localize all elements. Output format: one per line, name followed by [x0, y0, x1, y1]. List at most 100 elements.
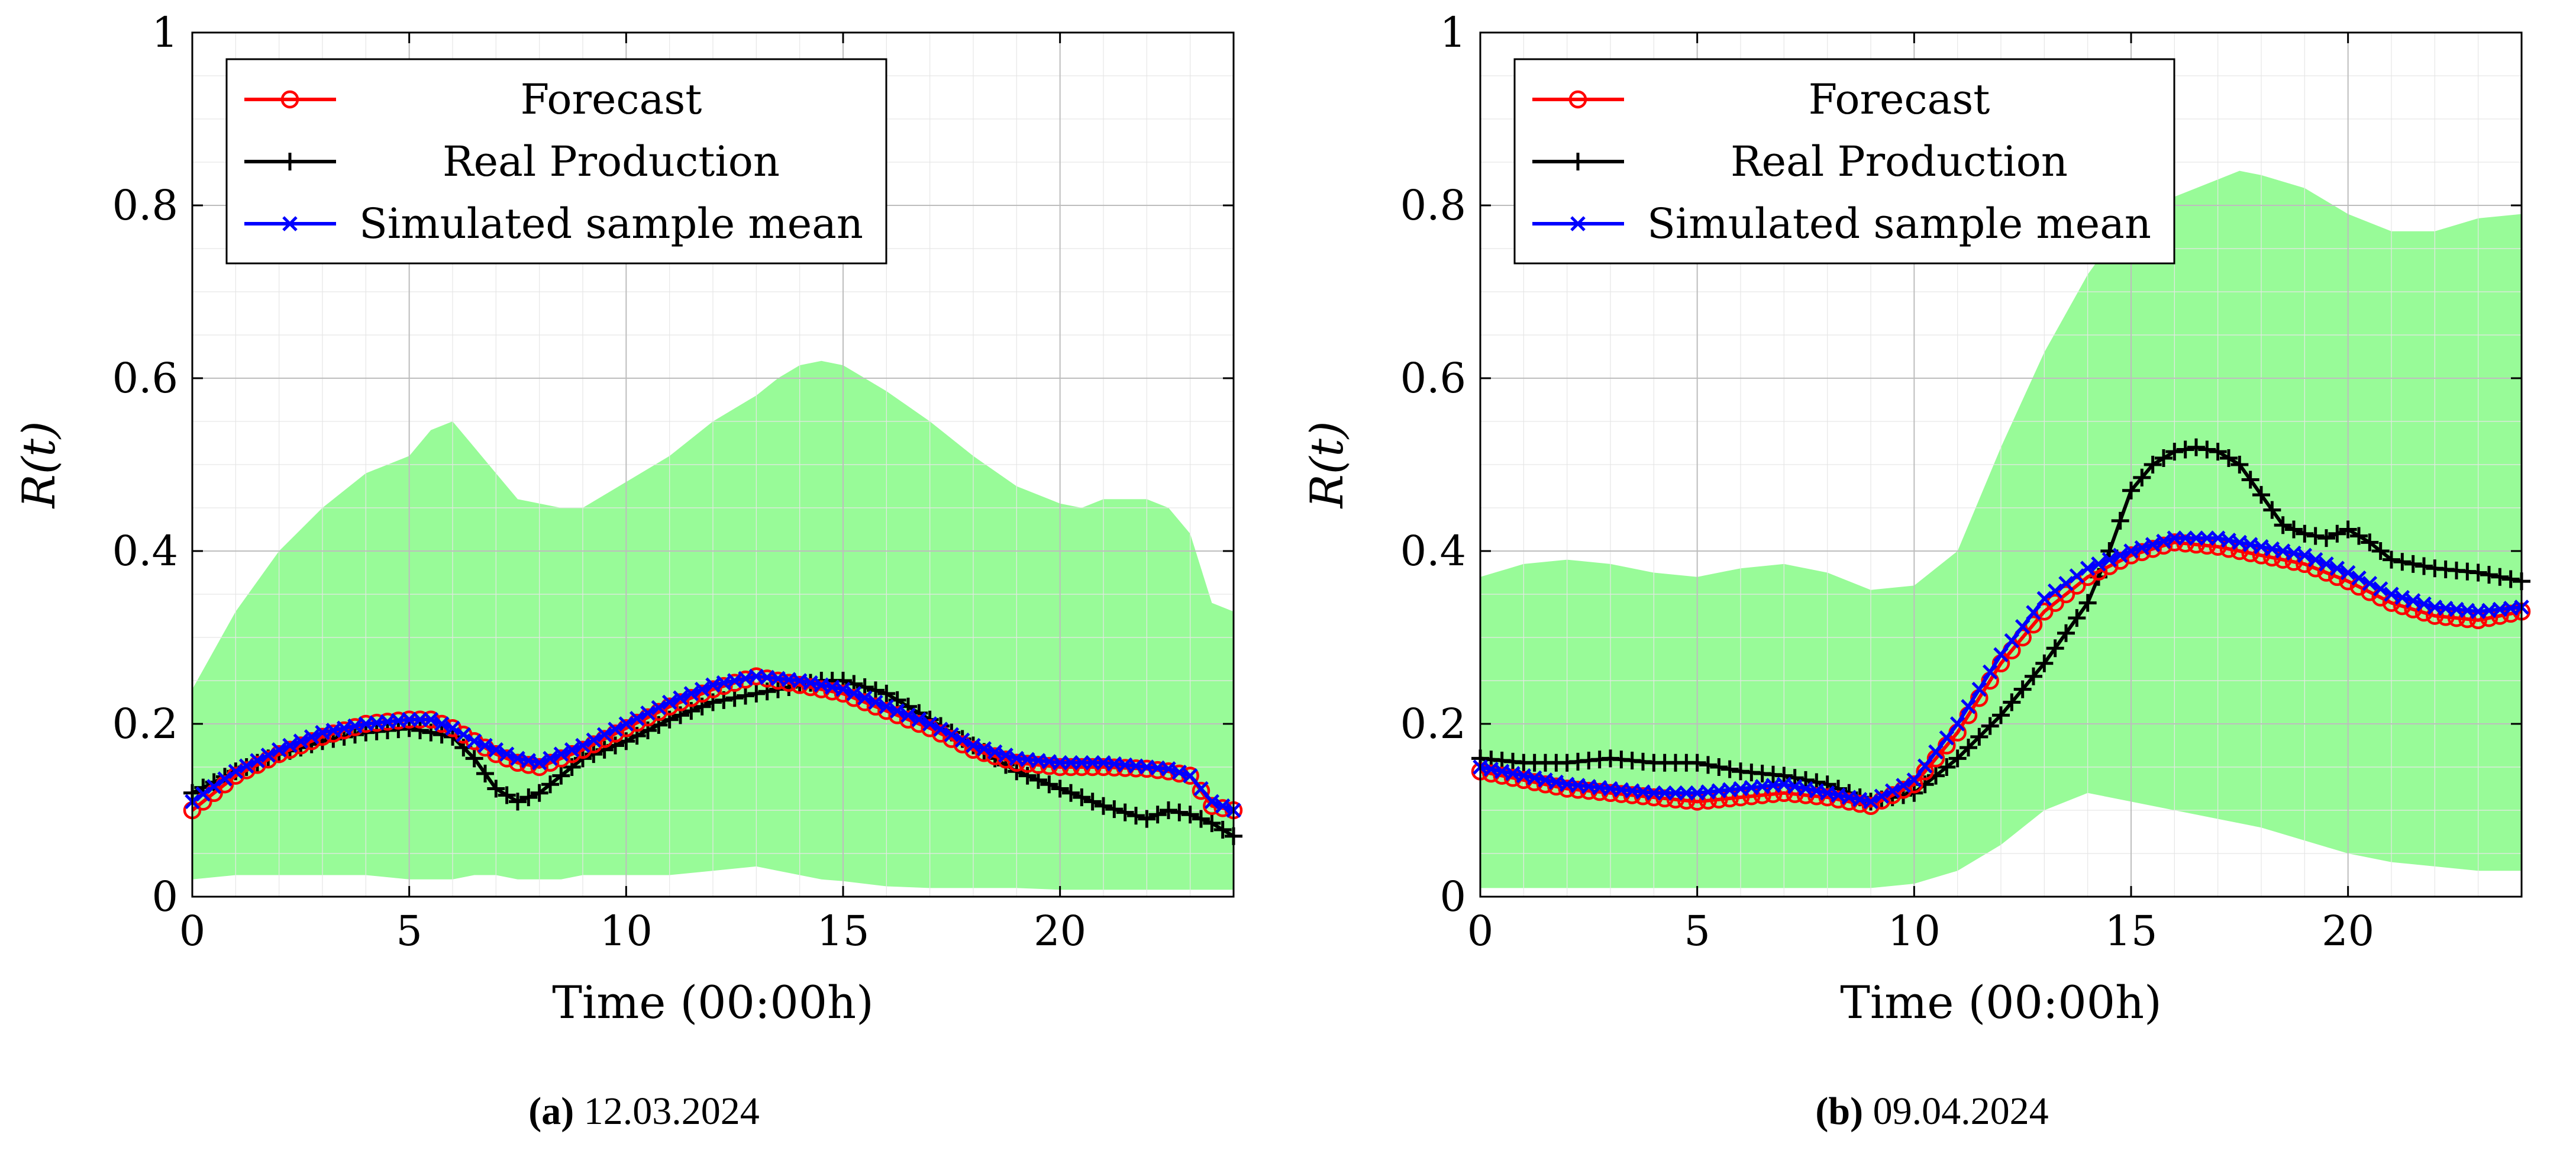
point-mean: [2102, 552, 2117, 568]
point-mean: [466, 733, 482, 749]
point-mean: [543, 750, 558, 766]
point-real: [1029, 771, 1047, 789]
x-tick-label: 15: [816, 907, 869, 955]
point-real: [2046, 639, 2064, 658]
y-tick-label: 0.4: [1400, 527, 1466, 575]
point-real: [1062, 784, 1080, 802]
y-tick-label: 0: [1439, 872, 1466, 921]
y-axis-label: R(t): [1300, 421, 1353, 509]
point-mean: [1993, 647, 2009, 662]
point-real: [2003, 693, 2021, 711]
point-real: [725, 689, 744, 707]
point-mean: [998, 748, 1013, 763]
point-mean: [1171, 764, 1187, 780]
point-real: [2339, 520, 2357, 539]
point-real: [519, 788, 538, 807]
point-mean: [889, 703, 905, 719]
point-mean: [2134, 540, 2150, 556]
point-mean: [260, 748, 276, 763]
point-real: [2361, 533, 2379, 552]
point-real: [2198, 440, 2216, 459]
point-mean: [575, 737, 590, 753]
legend-marker-forecast: [280, 90, 299, 109]
point-real: [2165, 443, 2184, 461]
point-mean: [412, 711, 428, 727]
point-mean: [1084, 755, 1100, 771]
point-real: [487, 779, 505, 798]
point-real: [2274, 516, 2292, 534]
legend-label-real: Real Production: [1731, 137, 2068, 186]
point-mean: [1052, 755, 1068, 771]
point-mean: [217, 771, 233, 787]
y-tick-label: 0.8: [1400, 181, 1466, 230]
point-mean: [835, 681, 851, 697]
point-real: [465, 749, 483, 768]
legend-marker-mean: [1570, 216, 1586, 231]
point-real: [2252, 486, 2270, 504]
chart-b: 0 5 10 15 20 0 0.2 0.4 0.6 0.8 1 Time (00:00h) R(t) F…: [1300, 8, 2531, 1029]
point-real: [1688, 753, 1706, 772]
point-mean: [2351, 570, 2367, 586]
point-mean: [1906, 772, 1922, 788]
point-mean: [2091, 556, 2106, 572]
point-mean: [2026, 605, 2041, 620]
point-mean: [2319, 556, 2334, 572]
point-mean: [1874, 788, 1890, 804]
point-real: [2328, 524, 2346, 543]
y-axis-label: R(t): [12, 421, 65, 509]
point-real: [552, 766, 570, 785]
point-mean: [2384, 587, 2399, 602]
point-real: [509, 793, 527, 811]
point-mean: [2058, 575, 2074, 591]
axis-ticks: [1479, 31, 2522, 898]
point-real: [1192, 810, 1210, 828]
point-mean: [499, 746, 515, 762]
point-mean: [531, 755, 547, 771]
point-real: [2296, 524, 2314, 543]
point-real: [2350, 527, 2368, 545]
point-real: [1938, 758, 1956, 776]
point-mean: [2177, 530, 2193, 546]
point-mean: [1161, 761, 1176, 777]
x-axis-label: Time (00:00h): [1840, 976, 2161, 1029]
point-mean: [2167, 530, 2183, 546]
point-mean: [1884, 783, 1900, 798]
point-mean: [238, 758, 254, 774]
x-tick-label: 10: [1888, 907, 1941, 955]
point-mean: [900, 707, 916, 723]
point-mean: [618, 716, 634, 732]
legend: Forecast Real Production Simulated sample …: [1513, 58, 2175, 265]
point-mean: [2307, 552, 2323, 568]
point-real: [2230, 456, 2249, 473]
legend-label-mean: Simulated sample mean: [1647, 199, 2151, 248]
point-mean: [2362, 575, 2378, 591]
y-tick-label: 0.2: [112, 700, 178, 748]
point-real: [2306, 527, 2325, 545]
point-real: [411, 721, 429, 739]
series-line-forecast: [1480, 540, 2522, 808]
series-mean: [1473, 530, 2529, 810]
caption-a-label: (a): [528, 1090, 574, 1133]
point-mean: [911, 711, 927, 727]
point-forecast: [1655, 789, 1674, 808]
point-real: [2285, 520, 2303, 539]
point-real: [1213, 820, 1232, 839]
point-real: [1720, 760, 1739, 778]
point-mean: [1949, 716, 1965, 732]
point-real: [2111, 511, 2129, 530]
point-mean: [2112, 547, 2128, 563]
x-tick-label: 0: [1467, 907, 1494, 955]
point-mean: [673, 690, 688, 706]
point-real: [530, 784, 548, 802]
point-real: [2415, 557, 2433, 575]
point-mean: [2145, 537, 2161, 552]
point-mean: [2004, 633, 2020, 649]
point-mean: [868, 694, 883, 710]
point-real: [1040, 775, 1058, 794]
point-real: [2404, 555, 2422, 573]
point-mean: [640, 705, 656, 721]
point-real: [476, 764, 494, 782]
legend-label-mean: Simulated sample mean: [359, 199, 863, 248]
point-mean: [2188, 530, 2204, 546]
point-real: [1775, 766, 1793, 785]
